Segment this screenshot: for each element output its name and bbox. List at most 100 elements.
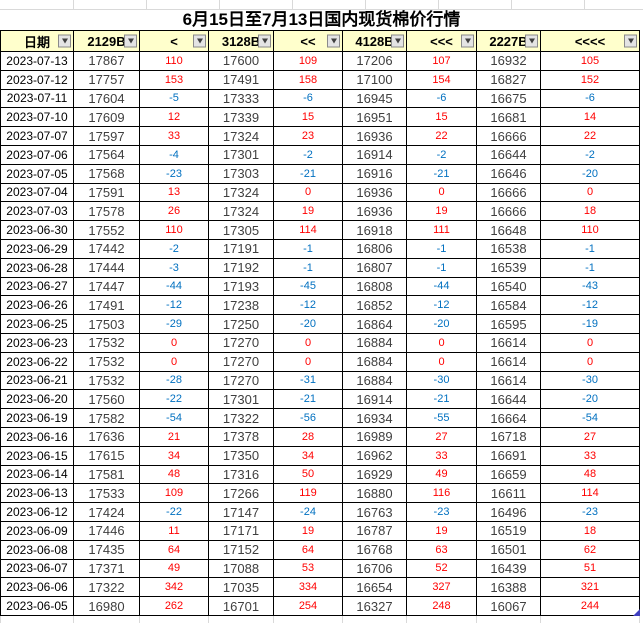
cell-date[interactable]: 2023-06-27	[1, 277, 74, 297]
cell-change[interactable]: -1	[541, 239, 640, 259]
cell-change[interactable]: -2	[274, 145, 343, 165]
cell-price[interactable]: 16962	[343, 446, 407, 466]
cell-price[interactable]: 16806	[343, 239, 407, 259]
cell-change[interactable]: 48	[140, 465, 209, 485]
cell-price[interactable]: 17442	[74, 239, 140, 259]
cell-change[interactable]: 15	[274, 108, 343, 128]
cell-price[interactable]: 16666	[477, 183, 541, 203]
cell-price[interactable]: 17615	[74, 446, 140, 466]
cell-change[interactable]: 116	[407, 484, 477, 504]
cell-change[interactable]: 0	[541, 183, 640, 203]
cell-change[interactable]: -12	[407, 296, 477, 316]
cell-change[interactable]: 152	[541, 70, 640, 90]
cell-price[interactable]: 16929	[343, 465, 407, 485]
cell-change[interactable]: -55	[407, 409, 477, 428]
cell-date[interactable]: 2023-07-10	[1, 108, 74, 128]
cell-date[interactable]: 2023-06-05	[1, 597, 74, 616]
cell-price[interactable]: 16519	[477, 521, 541, 541]
cell-change[interactable]: -12	[274, 296, 343, 316]
cell-change[interactable]: 48	[541, 465, 640, 485]
cell-date[interactable]: 2023-07-03	[1, 202, 74, 222]
cell-price[interactable]: 16936	[343, 183, 407, 203]
cell-price[interactable]: 16614	[477, 333, 541, 353]
cell-date[interactable]: 2023-06-30	[1, 221, 74, 240]
cell-date[interactable]: 2023-07-04	[1, 183, 74, 203]
cell-price[interactable]: 16691	[477, 446, 541, 466]
cell-change[interactable]: 0	[541, 352, 640, 372]
cell-change[interactable]: -2	[140, 239, 209, 259]
cell-price[interactable]: 17088	[209, 559, 274, 579]
cell-date[interactable]: 2023-06-19	[1, 409, 74, 428]
cell-price[interactable]: 16644	[477, 390, 541, 410]
cell-change[interactable]: -5	[140, 89, 209, 109]
cell-date[interactable]: 2023-06-12	[1, 503, 74, 522]
cell-price[interactable]: 17152	[209, 540, 274, 560]
cell-change[interactable]: 110	[140, 52, 209, 71]
cell-change[interactable]: 114	[274, 221, 343, 240]
cell-date[interactable]: 2023-06-15	[1, 446, 74, 466]
cell-change[interactable]: 262	[140, 597, 209, 616]
cell-price[interactable]: 17609	[74, 108, 140, 128]
column-header-3128b[interactable]: 3128B	[209, 31, 274, 52]
filter-dropdown-button[interactable]	[193, 34, 206, 48]
cell-change[interactable]: 0	[407, 333, 477, 353]
cell-change[interactable]: -21	[274, 164, 343, 184]
cell-price[interactable]: 17192	[209, 258, 274, 278]
cell-change[interactable]: 321	[541, 578, 640, 598]
cell-change[interactable]: 22	[407, 127, 477, 146]
cell-price[interactable]: 16538	[477, 239, 541, 259]
cell-price[interactable]: 17266	[209, 484, 274, 504]
cell-change[interactable]: -44	[140, 277, 209, 297]
cell-change[interactable]: 12	[140, 108, 209, 128]
cell-change[interactable]: -19	[541, 315, 640, 334]
cell-price[interactable]: 16496	[477, 503, 541, 522]
cell-change[interactable]: -20	[407, 315, 477, 334]
cell-change[interactable]: 28	[274, 427, 343, 447]
cell-price[interactable]: 16718	[477, 427, 541, 447]
cell-change[interactable]: -6	[541, 89, 640, 109]
cell-price[interactable]: 16808	[343, 277, 407, 297]
cell-change[interactable]: -3	[140, 258, 209, 278]
cell-change[interactable]: 19	[274, 521, 343, 541]
cell-price[interactable]: 17491	[209, 70, 274, 90]
cell-price[interactable]: 16916	[343, 164, 407, 184]
cell-date[interactable]: 2023-06-14	[1, 465, 74, 485]
cell-price[interactable]: 17316	[209, 465, 274, 485]
cell-price[interactable]: 17303	[209, 164, 274, 184]
filter-dropdown-button[interactable]	[258, 34, 271, 48]
cell-price[interactable]: 16884	[343, 371, 407, 391]
cell-change[interactable]: -12	[541, 296, 640, 316]
cell-price[interactable]: 17568	[74, 164, 140, 184]
cell-change[interactable]: -54	[541, 409, 640, 428]
cell-price[interactable]: 17597	[74, 127, 140, 146]
cell-change[interactable]: 27	[541, 427, 640, 447]
cell-date[interactable]: 2023-06-29	[1, 239, 74, 259]
cell-change[interactable]: 110	[140, 221, 209, 240]
cell-change[interactable]: 158	[274, 70, 343, 90]
cell-price[interactable]: 16936	[343, 202, 407, 222]
cell-change[interactable]: 50	[274, 465, 343, 485]
filter-dropdown-button[interactable]	[525, 34, 538, 48]
cell-date[interactable]: 2023-07-12	[1, 70, 74, 90]
cell-price[interactable]: 16539	[477, 258, 541, 278]
cell-change[interactable]: -1	[407, 239, 477, 259]
cell-price[interactable]: 16595	[477, 315, 541, 334]
cell-price[interactable]: 17301	[209, 390, 274, 410]
cell-price[interactable]: 16501	[477, 540, 541, 560]
cell-change[interactable]: 18	[541, 521, 640, 541]
cell-change[interactable]: 22	[541, 127, 640, 146]
cell-price[interactable]: 16945	[343, 89, 407, 109]
cell-change[interactable]: 111	[407, 221, 477, 240]
cell-price[interactable]: 17035	[209, 578, 274, 598]
cell-price[interactable]: 16666	[477, 202, 541, 222]
cell-price[interactable]: 16989	[343, 427, 407, 447]
cell-price[interactable]: 16787	[343, 521, 407, 541]
cell-date[interactable]: 2023-06-26	[1, 296, 74, 316]
cell-change[interactable]: 64	[140, 540, 209, 560]
cell-price[interactable]: 16884	[343, 352, 407, 372]
cell-change[interactable]: -44	[407, 277, 477, 297]
cell-price[interactable]: 17636	[74, 427, 140, 447]
cell-change[interactable]: -4	[140, 145, 209, 165]
cell-change[interactable]: -1	[541, 258, 640, 278]
column-header-<<<[interactable]: <<<	[407, 31, 477, 52]
